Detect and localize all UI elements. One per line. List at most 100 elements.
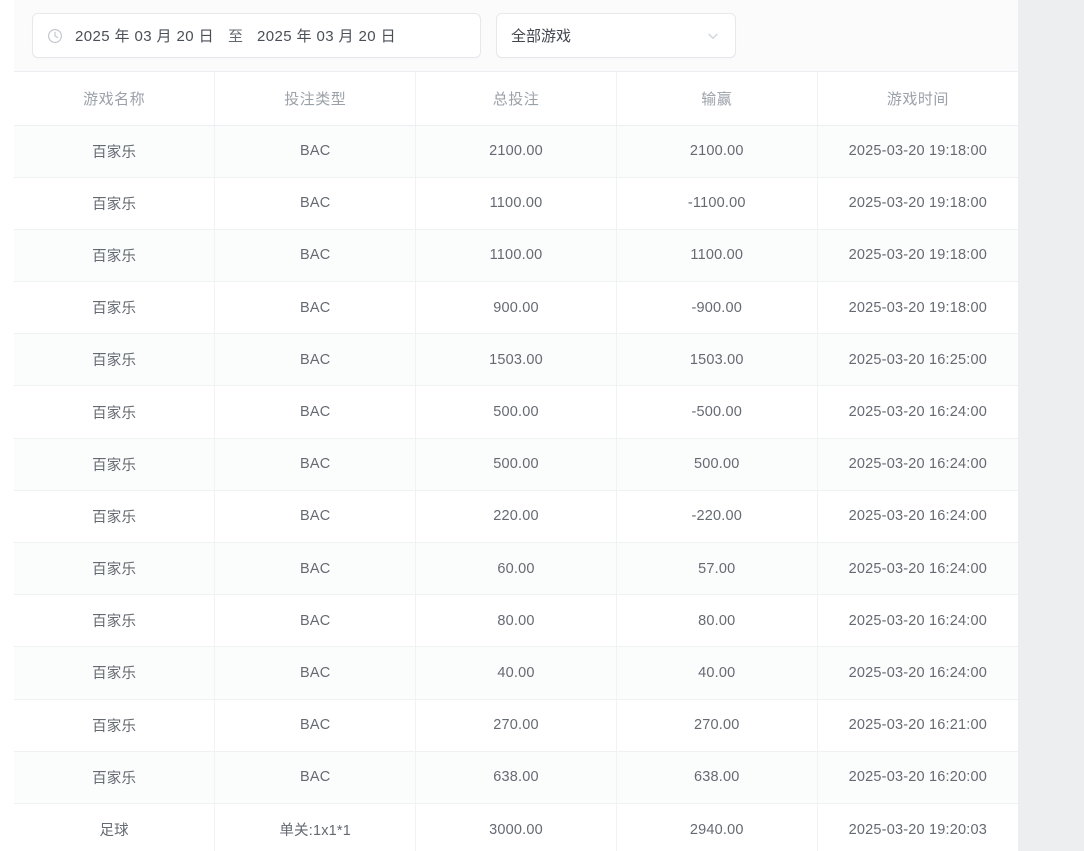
cell-game-time: 2025-03-20 16:24:00 bbox=[817, 438, 1018, 491]
table-row[interactable]: 百家乐 BAC 40.00 40.00 2025-03-20 16:24:00 bbox=[14, 646, 1018, 700]
cell-total-bet: 638.00 bbox=[415, 751, 617, 804]
cell-game-name: 百家乐 bbox=[14, 125, 216, 178]
cell-profit-loss: 270.00 bbox=[616, 699, 818, 752]
cell-profit-loss: 2940.00 bbox=[616, 803, 818, 851]
cell-profit-loss: 80.00 bbox=[616, 594, 818, 648]
cell-bet-type: 单关:1x1*1 bbox=[214, 803, 417, 851]
table-row[interactable]: 百家乐 BAC 638.00 638.00 2025-03-20 16:20:00 bbox=[14, 751, 1018, 804]
table-row[interactable]: 足球 单关:1x1*1 3000.00 2940.00 2025-03-20 19:20… bbox=[14, 803, 1018, 851]
cell-total-bet: 80.00 bbox=[415, 594, 617, 648]
date-start-value[interactable]: 2025 年 03 月 20 日 bbox=[75, 28, 214, 45]
cell-game-time: 2025-03-20 16:24:00 bbox=[817, 385, 1018, 439]
cell-bet-type: BAC bbox=[214, 699, 417, 752]
table-row[interactable]: 百家乐 BAC 1503.00 1503.00 2025-03-20 16:25:00 bbox=[14, 333, 1018, 387]
cell-bet-type: BAC bbox=[214, 177, 417, 230]
game-type-select[interactable]: 全部游戏 bbox=[496, 13, 736, 58]
cell-game-name: 百家乐 bbox=[14, 177, 216, 230]
cell-total-bet: 1503.00 bbox=[415, 333, 617, 387]
table-row[interactable]: 百家乐 BAC 2100.00 2100.00 2025-03-20 19:18:00 bbox=[14, 125, 1018, 178]
cell-game-time: 2025-03-20 16:24:00 bbox=[817, 646, 1018, 700]
cell-game-time: 2025-03-20 16:20:00 bbox=[817, 751, 1018, 804]
cell-bet-type: BAC bbox=[214, 333, 417, 387]
cell-bet-type: BAC bbox=[214, 646, 417, 700]
table-row[interactable]: 百家乐 BAC 900.00 -900.00 2025-03-20 19:18:00 bbox=[14, 281, 1018, 335]
cell-game-time: 2025-03-20 19:18:00 bbox=[817, 177, 1018, 230]
cell-total-bet: 60.00 bbox=[415, 542, 617, 596]
cell-game-time: 2025-03-20 19:18:00 bbox=[817, 229, 1018, 283]
cell-game-name: 百家乐 bbox=[14, 646, 216, 700]
cell-profit-loss: 57.00 bbox=[616, 542, 818, 596]
cell-total-bet: 40.00 bbox=[415, 646, 617, 700]
cell-bet-type: BAC bbox=[214, 385, 417, 439]
filter-bar: 2025 年 03 月 20 日 至 2025 年 03 月 20 日 全部游戏 bbox=[14, 0, 1018, 72]
cell-bet-type: BAC bbox=[214, 751, 417, 804]
table-row[interactable]: 百家乐 BAC 60.00 57.00 2025-03-20 16:24:00 bbox=[14, 542, 1018, 596]
table-row[interactable]: 百家乐 BAC 500.00 -500.00 2025-03-20 16:24:00 bbox=[14, 385, 1018, 439]
table-row[interactable]: 百家乐 BAC 220.00 -220.00 2025-03-20 16:24:00 bbox=[14, 490, 1018, 544]
cell-bet-type: BAC bbox=[214, 125, 417, 178]
table-row[interactable]: 百家乐 BAC 1100.00 1100.00 2025-03-20 19:18:00 bbox=[14, 229, 1018, 283]
cell-bet-type: BAC bbox=[214, 281, 417, 335]
column-header-game-time: 游戏时间 bbox=[817, 72, 1018, 126]
table-body: 百家乐 BAC 2100.00 2100.00 2025-03-20 19:18:00 百… bbox=[14, 125, 1018, 851]
cell-profit-loss: -500.00 bbox=[616, 385, 818, 439]
table-header-row: 游戏名称 投注类型 总投注 输赢 游戏时间 bbox=[14, 72, 1018, 126]
cell-total-bet: 500.00 bbox=[415, 438, 617, 491]
game-records-table: 游戏名称 投注类型 总投注 输赢 游戏时间 百家乐 BAC 2100.00 2100.… bbox=[14, 72, 1018, 851]
date-range-picker[interactable]: 2025 年 03 月 20 日 至 2025 年 03 月 20 日 bbox=[32, 13, 481, 58]
cell-total-bet: 1100.00 bbox=[415, 177, 617, 230]
left-gutter bbox=[0, 0, 14, 851]
cell-total-bet: 220.00 bbox=[415, 490, 617, 544]
cell-profit-loss: 1100.00 bbox=[616, 229, 818, 283]
cell-profit-loss: 2100.00 bbox=[616, 125, 818, 178]
cell-game-time: 2025-03-20 16:24:00 bbox=[817, 490, 1018, 544]
date-end-value[interactable]: 2025 年 03 月 20 日 bbox=[257, 28, 396, 45]
column-header-game-name: 游戏名称 bbox=[14, 72, 216, 126]
cell-bet-type: BAC bbox=[214, 594, 417, 648]
cell-game-time: 2025-03-20 19:18:00 bbox=[817, 281, 1018, 335]
game-type-select-value: 全部游戏 bbox=[511, 28, 572, 45]
cell-game-time: 2025-03-20 16:25:00 bbox=[817, 333, 1018, 387]
cell-game-name: 百家乐 bbox=[14, 281, 216, 335]
cell-game-time: 2025-03-20 19:20:03 bbox=[817, 803, 1018, 851]
date-range-separator: 至 bbox=[227, 28, 243, 45]
clock-icon bbox=[47, 28, 63, 44]
cell-profit-loss: -220.00 bbox=[616, 490, 818, 544]
column-header-total-bet: 总投注 bbox=[415, 72, 617, 126]
cell-total-bet: 500.00 bbox=[415, 385, 617, 439]
cell-game-name: 百家乐 bbox=[14, 542, 216, 596]
cell-bet-type: BAC bbox=[214, 542, 417, 596]
cell-profit-loss: 638.00 bbox=[616, 751, 818, 804]
cell-total-bet: 3000.00 bbox=[415, 803, 617, 851]
cell-bet-type: BAC bbox=[214, 490, 417, 544]
cell-bet-type: BAC bbox=[214, 438, 417, 491]
cell-profit-loss: -900.00 bbox=[616, 281, 818, 335]
cell-game-name: 百家乐 bbox=[14, 490, 216, 544]
cell-game-name: 百家乐 bbox=[14, 594, 216, 648]
cell-bet-type: BAC bbox=[214, 229, 417, 283]
cell-game-name: 足球 bbox=[14, 803, 216, 851]
cell-game-name: 百家乐 bbox=[14, 385, 216, 439]
cell-profit-loss: -1100.00 bbox=[616, 177, 818, 230]
table-row[interactable]: 百家乐 BAC 80.00 80.00 2025-03-20 16:24:00 bbox=[14, 594, 1018, 648]
cell-profit-loss: 40.00 bbox=[616, 646, 818, 700]
cell-game-name: 百家乐 bbox=[14, 229, 216, 283]
cell-game-name: 百家乐 bbox=[14, 699, 216, 752]
cell-profit-loss: 1503.00 bbox=[616, 333, 818, 387]
cell-total-bet: 1100.00 bbox=[415, 229, 617, 283]
column-header-profit-loss: 输赢 bbox=[616, 72, 818, 126]
cell-game-time: 2025-03-20 19:18:00 bbox=[817, 125, 1018, 178]
cell-total-bet: 2100.00 bbox=[415, 125, 617, 178]
cell-game-time: 2025-03-20 16:24:00 bbox=[817, 594, 1018, 648]
chevron-down-icon[interactable] bbox=[705, 28, 721, 44]
content-panel: 2025 年 03 月 20 日 至 2025 年 03 月 20 日 全部游戏 bbox=[14, 0, 1018, 851]
column-header-bet-type: 投注类型 bbox=[214, 72, 417, 126]
table-header: 游戏名称 投注类型 总投注 输赢 游戏时间 bbox=[14, 72, 1018, 126]
cell-game-name: 百家乐 bbox=[14, 751, 216, 804]
table-row[interactable]: 百家乐 BAC 500.00 500.00 2025-03-20 16:24:00 bbox=[14, 438, 1018, 491]
cell-game-name: 百家乐 bbox=[14, 438, 216, 491]
cell-profit-loss: 500.00 bbox=[616, 438, 818, 491]
table-row[interactable]: 百家乐 BAC 270.00 270.00 2025-03-20 16:21:00 bbox=[14, 699, 1018, 752]
table-row[interactable]: 百家乐 BAC 1100.00 -1100.00 2025-03-20 19:18:00 bbox=[14, 177, 1018, 230]
